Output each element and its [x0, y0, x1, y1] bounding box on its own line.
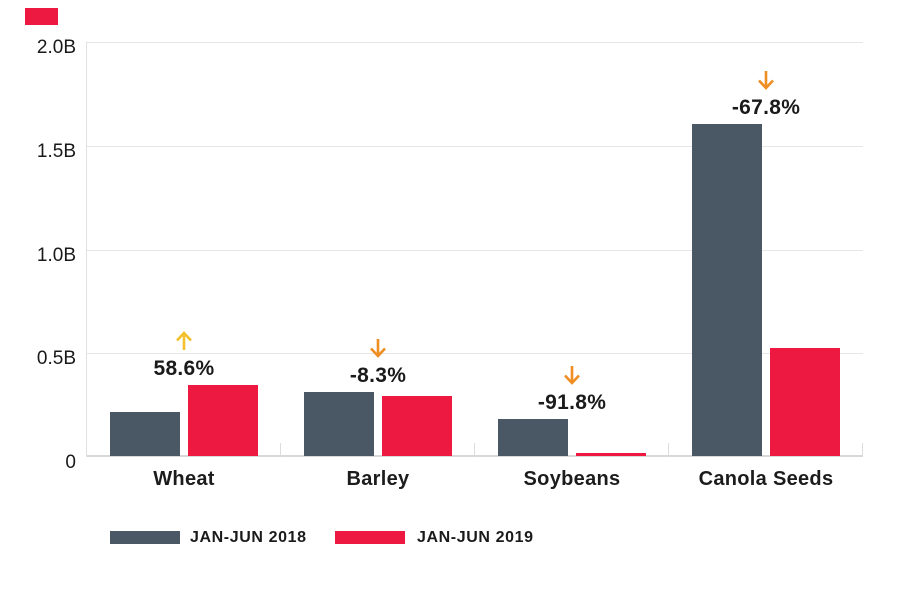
x-axis-baseline	[87, 455, 863, 457]
change-percent-text: -8.3%	[342, 362, 414, 388]
x-axis-category-label: Soybeans	[523, 468, 621, 490]
bar-2018	[692, 124, 763, 456]
category-group: 58.6% Wheat	[87, 42, 281, 490]
red-flag-mark	[25, 8, 58, 25]
change-percent-label: -67.8%	[669, 95, 863, 120]
legend-swatch-2018	[110, 531, 180, 544]
bar-2019	[575, 452, 646, 456]
bar-2019	[381, 395, 452, 456]
category-boundary-tick	[862, 443, 863, 457]
bar-2018	[110, 412, 181, 456]
legend-label-2019: JAN-JUN 2019	[417, 529, 534, 546]
category-boundary-tick	[474, 443, 475, 457]
x-axis-category-label: Barley	[346, 468, 410, 490]
change-percent-text: 58.6%	[146, 356, 222, 382]
category-group: -67.8% Canola Seeds	[669, 42, 863, 490]
y-axis-tick-label: 1.0B	[36, 245, 76, 266]
gridline	[87, 249, 863, 251]
change-percent-label: 58.6%	[87, 356, 281, 382]
x-axis-category-label: Canola Seeds	[698, 468, 834, 490]
y-axis-tick-label: 1.5B	[36, 141, 76, 162]
bar-2019	[769, 348, 840, 456]
change-percent-label: -91.8%	[475, 389, 669, 415]
y-axis-tick-label: 0.5B	[36, 348, 76, 369]
legend-label-2018: JAN-JUN 2018	[190, 529, 307, 546]
legend-swatch-2019	[335, 531, 405, 544]
category-group: -8.3% Barley	[281, 42, 475, 490]
y-axis-tick-label: 0	[65, 452, 76, 473]
bar-2019	[187, 385, 258, 456]
change-percent-label: -8.3%	[281, 362, 475, 388]
change-percent-text: -67.8%	[724, 95, 808, 120]
bar-2018	[304, 391, 375, 456]
gridline	[87, 145, 863, 147]
gridline	[87, 42, 863, 43]
change-percent-text: -91.8%	[530, 389, 614, 415]
gridline	[87, 353, 863, 355]
bar-2018	[498, 418, 569, 456]
arrow-down-icon	[755, 68, 777, 92]
arrow-down-icon	[561, 363, 583, 387]
plot-area: 58.6% Wheat -8.3% Barley -91.8% Soybeans -67.8…	[86, 42, 863, 490]
arrow-down-icon	[367, 336, 389, 360]
y-axis-tick-label: 2.0B	[36, 37, 76, 58]
category-boundary-tick	[668, 443, 669, 457]
category-group: -91.8% Soybeans	[475, 42, 669, 490]
x-axis-category-label: Wheat	[153, 468, 215, 490]
category-boundary-tick	[280, 443, 281, 457]
arrow-up-icon	[173, 329, 195, 353]
